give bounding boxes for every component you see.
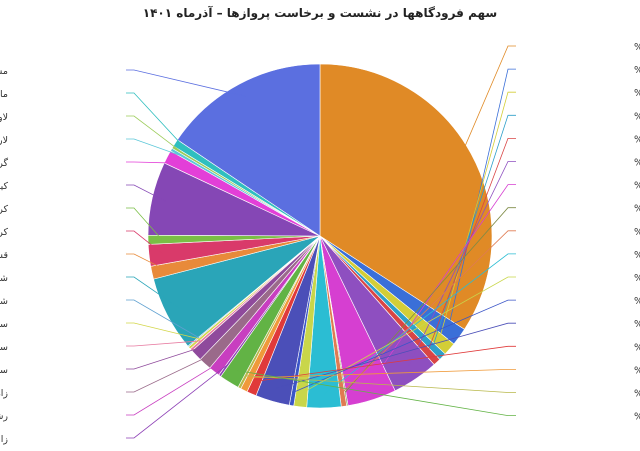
slice-label: مشهد: ۱۵.۳۱%: [0, 66, 8, 77]
leader-line: [344, 207, 516, 393]
slice-label: کیش: ۶.۸۰%: [0, 181, 8, 192]
slice-label: کرمان: ۲.۰۰%: [0, 227, 8, 238]
pie-slice: [319, 63, 493, 330]
leader-line: [126, 353, 215, 393]
leader-line: [126, 184, 166, 202]
leader-line: [126, 322, 200, 340]
slice-label: بیرجند: ۰.۴۱%: [634, 296, 640, 307]
slice-label: سیری: ۰.۲۴%: [0, 319, 8, 330]
slice-label: اصفهان: ۴.۲۹%: [634, 158, 640, 169]
slice-label: رشت: ۱.۰۴%: [0, 411, 8, 422]
slice-label: ایرانشهر: ۰.۱۲%: [634, 204, 640, 215]
leader-line: [367, 184, 516, 388]
leader-line: [126, 230, 164, 255]
chart-title: سهم فرودگاهها در نشست و برخاست پروازها –…: [142, 6, 498, 20]
slice-label: قشم: ۱.۲۰%: [0, 250, 8, 261]
leader-line: [126, 364, 228, 439]
leader-line: [126, 207, 163, 240]
leader-line: [126, 138, 184, 157]
leader-line: [126, 253, 166, 271]
slice-label: خارک: ۰.۶۴%: [634, 365, 640, 376]
leader-line: [126, 92, 188, 151]
leader-line: [276, 322, 516, 389]
leader-line: [126, 340, 202, 347]
slice-label: بندرعباس: ۳.۱۶%: [634, 250, 640, 261]
leader-line: [126, 276, 180, 309]
leader-line: [323, 253, 516, 395]
slice-label: یزد: ۱.۶۵%: [634, 65, 640, 76]
slice-label: گرگان: ۱.۲۴%: [0, 157, 8, 169]
leader-line: [458, 45, 516, 161]
slice-label: مهرآباد: ۳۳.۶۱%: [634, 40, 640, 53]
leader-line: [407, 161, 516, 368]
leader-line: [432, 114, 516, 348]
slice-label: سیرجان: ۰.۲۴%: [0, 342, 8, 353]
slice-label: ایلام: ۰.۵۰%: [634, 227, 640, 238]
slice-label: زاهدان: ۱.۱۷%: [0, 388, 8, 399]
pie-slices: [147, 63, 493, 409]
leader-line: [126, 345, 207, 370]
leader-lines: [126, 45, 516, 439]
slice-labels: مهرآباد: ۳۳.۶۱% یزد: ۱.۶۵% آبادان: ۱.۲۰% ار…: [0, 40, 640, 445]
pie-slice: [177, 63, 321, 237]
slice-label: خلیج فارس (عسلویه): ۱.۸۶%: [634, 412, 640, 423]
leader-line: [341, 230, 516, 393]
slice-label: تبریز: ۳.۱۶%: [634, 319, 640, 330]
slice-label: لارستان: ۰.۲۷%: [0, 135, 8, 146]
leader-line: [126, 299, 199, 338]
slice-label: آبادان: ۱.۲۰%: [634, 86, 640, 99]
leader-line: [126, 360, 223, 416]
leader-line: [256, 345, 516, 382]
leader-line: [249, 368, 516, 379]
leader-line: [236, 370, 516, 417]
slice-label: خرم آباد: ۰.۲۸%: [634, 387, 640, 400]
slice-label: شهرکرد: ۰.۱۰%: [0, 296, 8, 307]
slice-label: ساری - دشت ناز: ۱.۰۸%: [0, 365, 8, 376]
slice-label: ماهشهر: ۰.۶۸%: [0, 89, 8, 100]
slice-label: کرمانشاه: ۰.۸۵%: [0, 204, 8, 215]
slice-label: شیراز: ۶.۹۱%: [0, 273, 8, 284]
leader-line: [126, 115, 185, 155]
leader-line: [427, 137, 516, 353]
leader-line: [245, 375, 516, 393]
slice-label: لاوان: ۰.۲۴%: [0, 112, 8, 123]
leader-line: [293, 299, 516, 393]
slice-label: زابل: ۰.۲۲%: [0, 434, 8, 445]
slice-label: بوشهر: ۱.۱۹%: [634, 273, 640, 284]
slice-label: چابهار: ۰.۸۹%: [634, 342, 640, 353]
leader-line: [126, 161, 180, 164]
leader-line: [126, 69, 246, 97]
slice-label: ارومیه: ۰.۷۰%: [634, 134, 640, 145]
slice-label: اردبیل: ۰.۷۰%: [634, 111, 640, 122]
slice-label: اهواز: ۴.۵۲%: [634, 181, 640, 192]
leader-line: [301, 276, 516, 394]
